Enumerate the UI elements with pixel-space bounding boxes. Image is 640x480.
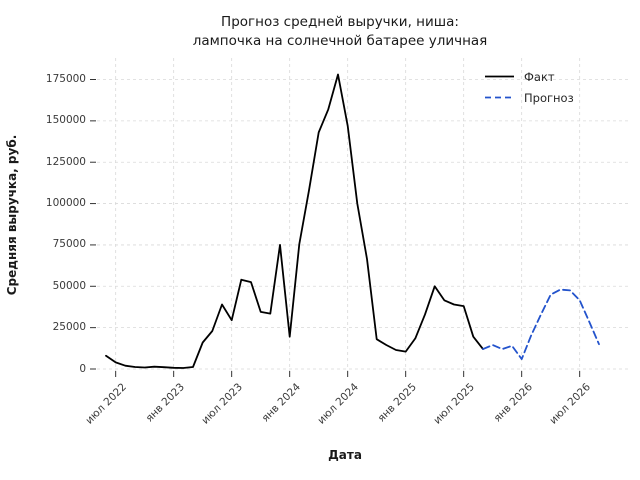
series-line-fact xyxy=(105,73,484,369)
x-axis-label: Дата xyxy=(328,448,362,462)
y-tick-label: 25000 xyxy=(52,321,86,334)
legend-label-forecast: Прогноз xyxy=(524,90,574,105)
legend-label-fact: Факт xyxy=(524,69,555,84)
legend-item-forecast: Прогноз xyxy=(484,87,624,108)
y-tick-label: 75000 xyxy=(52,238,86,251)
legend-item-fact: Факт xyxy=(484,66,624,87)
series-line-forecast xyxy=(482,288,600,361)
forecast-line-sample-icon xyxy=(485,96,514,99)
y-tick-label: 175000 xyxy=(45,73,86,85)
fact-line-sample-icon xyxy=(485,75,514,78)
chart-title: Прогноз средней выручки, ниша: лампочка … xyxy=(60,13,620,51)
y-tick-label: 100000 xyxy=(45,197,86,210)
legend: Факт Прогноз xyxy=(484,66,624,108)
chart-title-line-1: Прогноз средней выручки, ниша: xyxy=(221,14,459,30)
chart-title-line-2: лампочка на солнечной батарее уличная xyxy=(192,33,488,49)
y-tick-label: 0 xyxy=(79,362,86,375)
y-tick-label: 150000 xyxy=(45,114,86,127)
y-tick-label: 50000 xyxy=(52,279,86,292)
y-tick-label: 125000 xyxy=(45,155,86,168)
